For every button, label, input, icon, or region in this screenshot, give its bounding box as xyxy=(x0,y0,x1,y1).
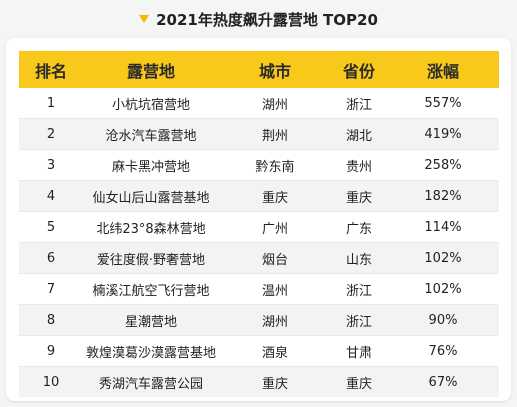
header-growth: 涨幅 xyxy=(387,51,499,88)
growth-cell: 102% xyxy=(387,242,499,274)
campsite-cell: 沧水汽车露营地 xyxy=(83,118,219,150)
city-cell: 黔东南 xyxy=(219,149,331,181)
table-body: 1 小杭坑宿营地 湖州 浙江 557% 2 沧水汽车露营地 荆州 湖北 419% 3 麻卡黑冲营地 黔东… xyxy=(19,88,499,397)
province-cell: 贵州 xyxy=(331,149,387,181)
growth-cell: 67% xyxy=(387,366,499,397)
rank-cell: 6 xyxy=(19,242,83,274)
rank-cell: 9 xyxy=(19,335,83,367)
table-row: 2 沧水汽车露营地 荆州 湖北 419% xyxy=(19,118,499,150)
growth-cell: 419% xyxy=(387,118,499,150)
ranking-table: 排名 露营地 城市 省份 涨幅 1 小杭坑宿营地 湖州 浙江 557% 2 沧水汽车露营地荆… xyxy=(19,51,499,397)
growth-cell: 557% xyxy=(387,88,499,119)
province-cell: 重庆 xyxy=(331,366,387,397)
table-row: 1 小杭坑宿营地 湖州 浙江 557% xyxy=(19,88,499,119)
campsite-cell: 北纬23°8森林营地 xyxy=(83,211,219,243)
header-rank: 排名 xyxy=(19,51,83,88)
province-cell: 浙江 xyxy=(331,88,387,119)
city-cell: 广州 xyxy=(219,211,331,243)
city-cell: 温州 xyxy=(219,273,331,305)
campsite-cell: 爱往度假·野奢营地 xyxy=(83,242,219,274)
rank-cell: 10 xyxy=(19,366,83,397)
province-cell: 广东 xyxy=(331,211,387,243)
city-cell: 荆州 xyxy=(219,118,331,150)
rank-cell: 5 xyxy=(19,211,83,243)
rank-cell: 2 xyxy=(19,118,83,150)
campsite-cell: 麻卡黑冲营地 xyxy=(83,149,219,181)
campsite-cell: 楠溪江航空飞行营地 xyxy=(83,273,219,305)
chart-title-bar: 2021年热度飙升露营地 TOP20 xyxy=(0,6,517,32)
rank-cell: 7 xyxy=(19,273,83,305)
campsite-cell: 秀湖汽车露营公园 xyxy=(83,366,219,397)
growth-cell: 76% xyxy=(387,335,499,367)
table-row: 8 星潮营地 湖州 浙江 90% xyxy=(19,304,499,336)
campsite-cell: 小杭坑宿营地 xyxy=(83,88,219,119)
growth-cell: 182% xyxy=(387,180,499,212)
rank-cell: 3 xyxy=(19,149,83,181)
city-cell: 重庆 xyxy=(219,180,331,212)
table-row: 7 楠溪江航空飞行营地 温州 浙江 102% xyxy=(19,273,499,305)
table-row: 3 麻卡黑冲营地 黔东南 贵州 258% xyxy=(19,149,499,181)
triangle-marker-icon xyxy=(139,15,150,23)
table-card: 排名 露营地 城市 省份 涨幅 1 小杭坑宿营地 湖州 浙江 557% 2 沧水汽车露营地荆… xyxy=(6,38,511,401)
growth-cell: 258% xyxy=(387,149,499,181)
growth-cell: 90% xyxy=(387,304,499,336)
header-city: 城市 xyxy=(219,51,331,88)
rank-cell: 8 xyxy=(19,304,83,336)
rank-cell: 4 xyxy=(19,180,83,212)
province-cell: 浙江 xyxy=(331,304,387,336)
province-cell: 甘肃 xyxy=(331,335,387,367)
province-cell: 浙江 xyxy=(331,273,387,305)
rank-cell: 1 xyxy=(19,88,83,119)
growth-cell: 114% xyxy=(387,211,499,243)
header-province: 省份 xyxy=(331,51,387,88)
table-row: 6 爱往度假·野奢营地 烟台 山东 102% xyxy=(19,242,499,274)
city-cell: 湖州 xyxy=(219,304,331,336)
header-row: 排名 露营地 城市 省份 涨幅 xyxy=(19,51,499,88)
table-row: 9 敦煌漠葛沙漠露营基地 酒泉 甘肃 76% xyxy=(19,335,499,367)
campsite-cell: 敦煌漠葛沙漠露营基地 xyxy=(83,335,219,367)
province-cell: 湖北 xyxy=(331,118,387,150)
city-cell: 酒泉 xyxy=(219,335,331,367)
table-row: 5 北纬23°8森林营地 广州 广东 114% xyxy=(19,211,499,243)
province-cell: 山东 xyxy=(331,242,387,274)
chart-title: 2021年热度飙升露营地 TOP20 xyxy=(156,10,378,29)
city-cell: 湖州 xyxy=(219,88,331,119)
table-row: 10 秀湖汽车露营公园 重庆 重庆 67% xyxy=(19,366,499,397)
campsite-cell: 星潮营地 xyxy=(83,304,219,336)
city-cell: 重庆 xyxy=(219,366,331,397)
growth-cell: 102% xyxy=(387,273,499,305)
header-campsite: 露营地 xyxy=(83,51,219,88)
city-cell: 烟台 xyxy=(219,242,331,274)
campsite-cell: 仙女山后山露营基地 xyxy=(83,180,219,212)
table-row: 4 仙女山后山露营基地 重庆 重庆 182% xyxy=(19,180,499,212)
province-cell: 重庆 xyxy=(331,180,387,212)
